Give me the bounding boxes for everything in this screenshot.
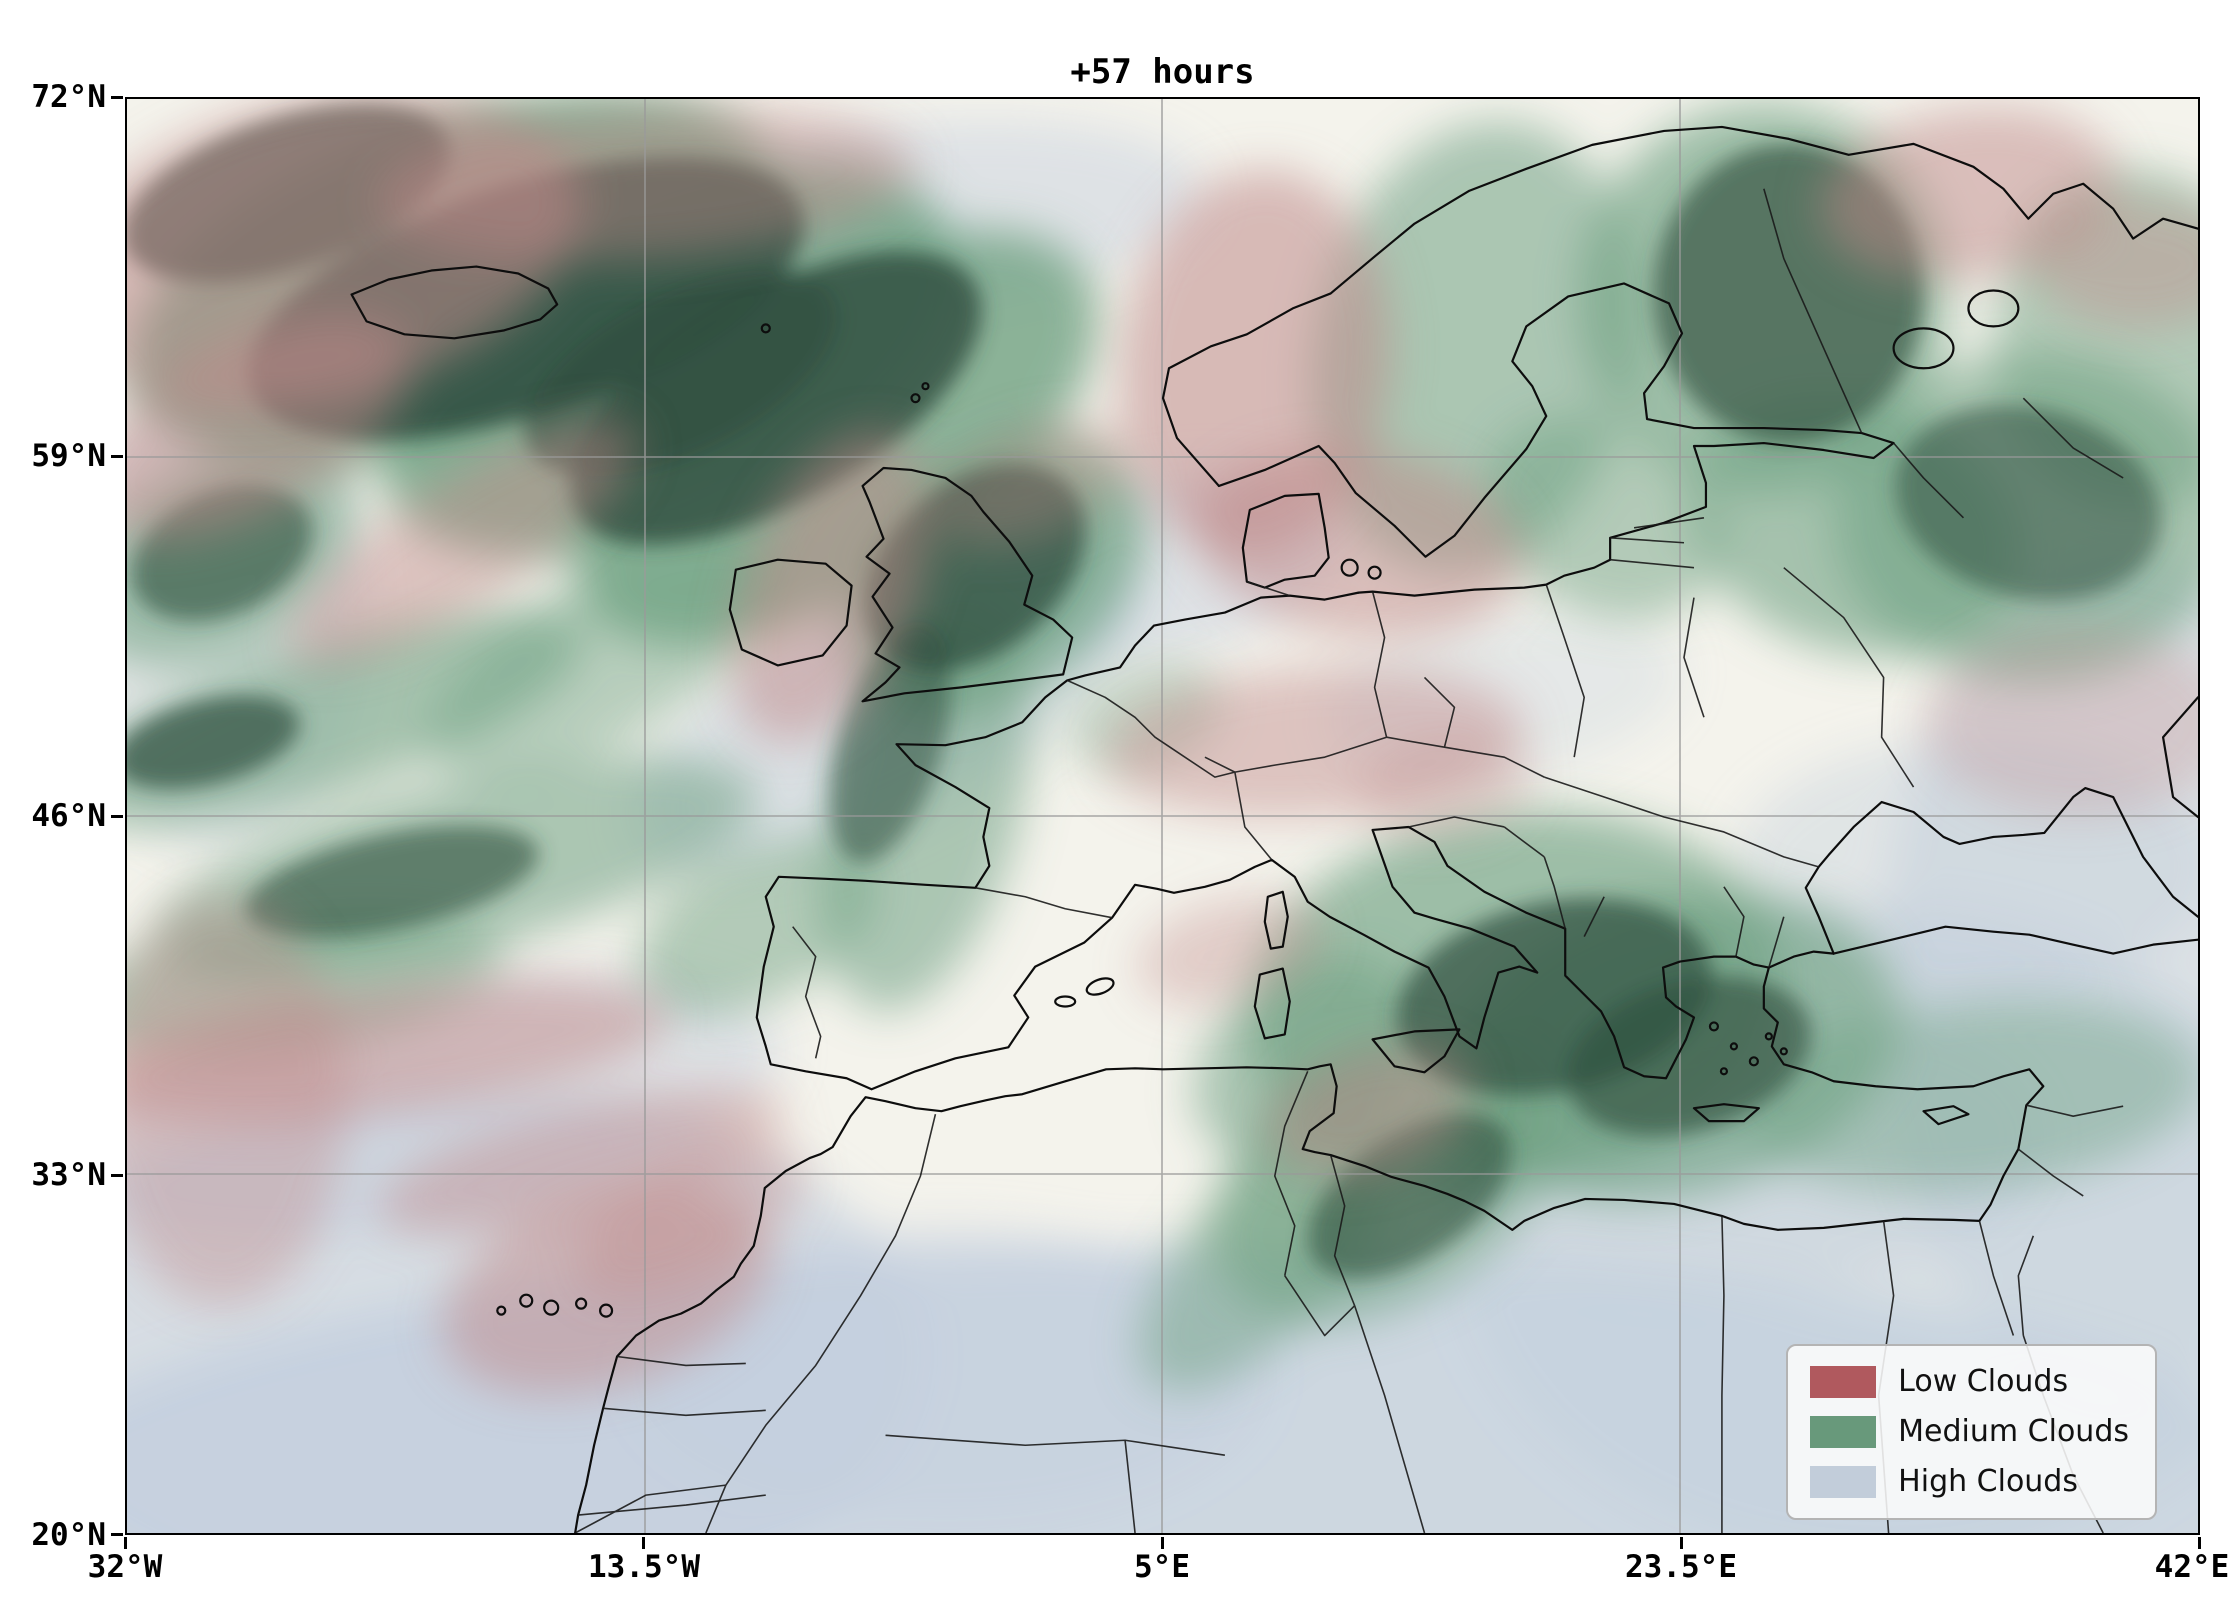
tick-mark xyxy=(111,455,123,458)
lead-time-label: +57 hours xyxy=(1070,52,1255,92)
legend-label: High Clouds xyxy=(1898,1464,2078,1499)
tick-mark xyxy=(642,1537,645,1549)
lat-tick-label: 59°N xyxy=(31,438,106,474)
lat-tick-label: 46°N xyxy=(31,798,106,834)
legend-item: Medium Clouds xyxy=(1810,1414,2129,1450)
tick-mark xyxy=(111,815,123,818)
legend-label: Medium Clouds xyxy=(1898,1414,2129,1449)
lon-tick-label: 5°E xyxy=(1134,1549,1190,1585)
lat-tick-label: 33°N xyxy=(31,1157,106,1193)
tick-mark xyxy=(111,96,123,99)
legend-item: High Clouds xyxy=(1810,1464,2129,1500)
legend: Low Clouds Medium Clouds High Clouds xyxy=(1786,1344,2157,1520)
lat-tick-label: 20°N xyxy=(31,1517,106,1553)
map-canvas: Low Clouds Medium Clouds High Clouds xyxy=(125,97,2200,1535)
lon-tick-label: 32°W xyxy=(87,1549,163,1585)
lon-tick-label: 23.5°E xyxy=(1625,1549,1737,1585)
tick-mark xyxy=(1161,1537,1164,1549)
tick-mark xyxy=(2198,1537,2201,1549)
low-clouds-swatch xyxy=(1810,1366,1877,1398)
tick-mark xyxy=(1680,1537,1683,1549)
tick-mark xyxy=(111,1533,123,1536)
lat-tick-label: 72°N xyxy=(31,79,106,115)
legend-label: Low Clouds xyxy=(1898,1364,2069,1399)
legend-item: Low Clouds xyxy=(1810,1364,2129,1400)
graticule-gridlines xyxy=(127,99,2198,1533)
medium-clouds-swatch xyxy=(1810,1416,1877,1448)
lon-tick-label: 42°E xyxy=(2154,1549,2230,1585)
high-clouds-swatch xyxy=(1810,1466,1877,1498)
cloud-cover-map-svg xyxy=(127,99,2198,1533)
tick-mark xyxy=(111,1174,123,1177)
tick-mark xyxy=(124,1537,127,1549)
lon-tick-label: 13.5°W xyxy=(588,1549,700,1585)
